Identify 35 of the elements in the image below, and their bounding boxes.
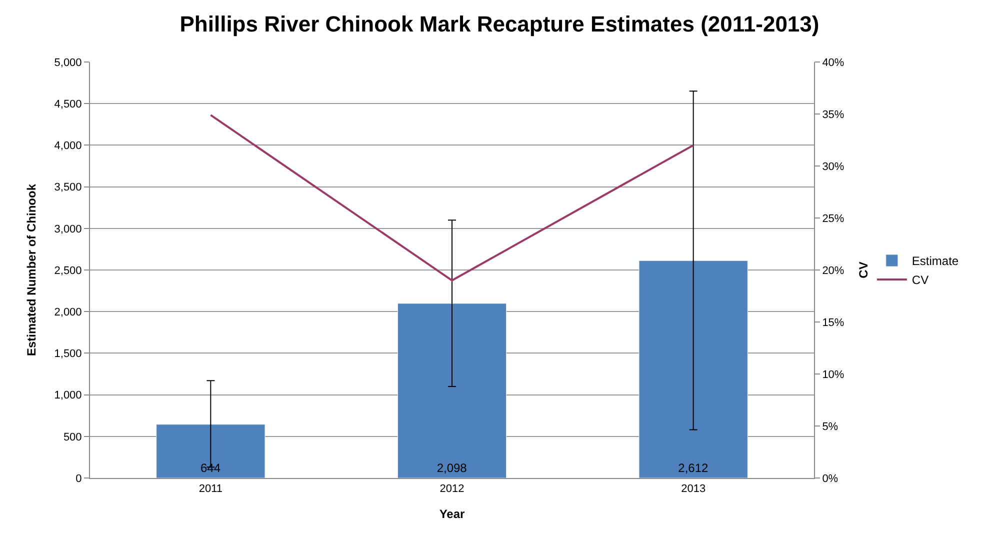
- legend-label: CV: [912, 273, 929, 288]
- data-label: 644: [200, 461, 221, 475]
- y-tick-label: 500: [63, 431, 82, 444]
- x-tick-label: 2011: [198, 483, 222, 496]
- y-tick-label: 3,500: [54, 182, 82, 194]
- y2-tick-label: 20%: [822, 264, 844, 277]
- y2-tick-label: 0%: [822, 472, 838, 485]
- bar: [397, 303, 507, 478]
- x-axis-title: Year: [439, 507, 466, 522]
- y2-tick-label: 40%: [822, 56, 844, 69]
- y-tick-label: 1,500: [54, 348, 82, 360]
- y2-tick-label: 35%: [822, 108, 844, 121]
- y-tick-label: 4,000: [54, 140, 82, 152]
- x-tick-label: 2012: [440, 483, 464, 496]
- y2-tick-label: 25%: [822, 212, 844, 225]
- y2-tick-label: 15%: [822, 316, 844, 329]
- chart-title: Phillips River Chinook Mark Recapture Estimates (2011-2013): [180, 12, 820, 37]
- y-tick-label: 3,000: [54, 223, 82, 236]
- y-tick-label: 2,000: [54, 306, 82, 318]
- y2-tick-label: 10%: [822, 368, 844, 381]
- y2-tick-label: 5%: [822, 420, 838, 433]
- x-tick-label: 2013: [681, 483, 706, 496]
- y2-axis-title: CV: [856, 262, 870, 278]
- legend-label: Estimate: [912, 254, 959, 268]
- bar: [156, 424, 266, 478]
- y-tick-label: 1,000: [54, 390, 82, 402]
- data-label: 2,098: [436, 461, 468, 475]
- y-tick-label: 0: [76, 472, 82, 485]
- y2-tick-label: 30%: [822, 160, 844, 173]
- y-tick-label: 2,500: [54, 264, 82, 277]
- y-tick-label: 5,000: [54, 56, 82, 69]
- bar: [638, 260, 748, 478]
- y-axis-title: Estimated Number of Chinook: [24, 184, 39, 356]
- data-label: 2,612: [678, 461, 709, 475]
- y-tick-label: 4,500: [54, 98, 82, 110]
